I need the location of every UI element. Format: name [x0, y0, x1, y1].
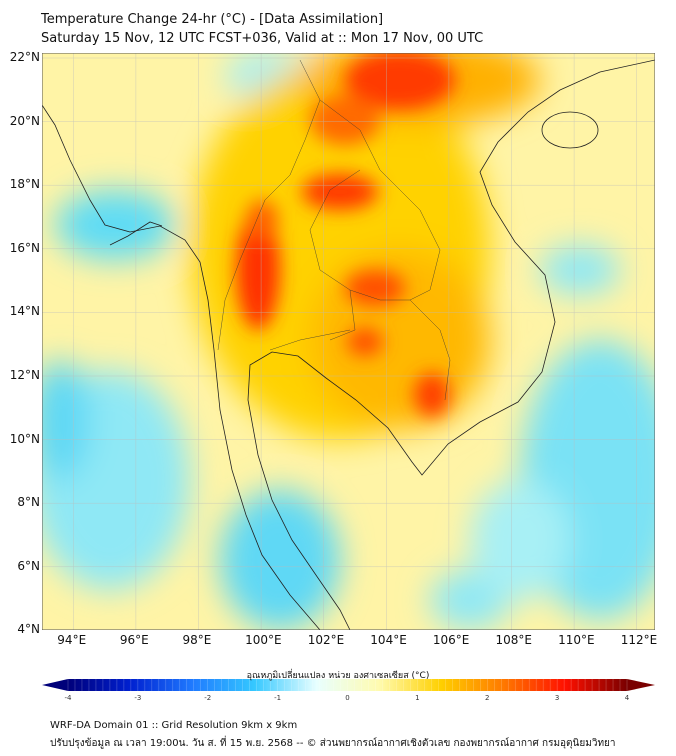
longitude-label: 104°E: [370, 633, 407, 647]
colorbar-tick-label: 0: [345, 694, 350, 702]
colorbar: [42, 679, 655, 691]
borders: [217, 59, 451, 401]
colorbar-gradient: [68, 679, 627, 691]
longitude-label: 96°E: [119, 633, 149, 647]
latitude-label: 16°N: [9, 240, 40, 255]
longitude-label: 98°E: [182, 633, 212, 647]
longitude-label: 94°E: [57, 633, 87, 647]
colorbar-label: อุณหภูมิเปลี่ยนแปลง หน่วย องศาเซลเซียส (…: [246, 671, 430, 681]
colorbar-tick-label: 2: [485, 694, 490, 702]
colorbar-max-extension: [627, 679, 655, 691]
longitude-label: 100°E: [245, 633, 282, 647]
footer-model-info: WRF-DA Domain 01 :: Grid Resolution 9km …: [50, 720, 298, 731]
latitude-label: 20°N: [9, 113, 40, 128]
latitude-label: 8°N: [17, 495, 40, 510]
latitude-label: 4°N: [17, 622, 40, 637]
longitude-label: 102°E: [307, 633, 345, 647]
colorbar-tick-label: 4: [624, 694, 630, 702]
latitude-label: 6°N: [17, 558, 40, 573]
longitude-label: 108°E: [495, 633, 533, 647]
colorbar-tick-label: -2: [204, 694, 212, 702]
map-subtitle: Saturday 15 Nov, 12 UTC FCST+036, Valid …: [41, 31, 484, 46]
colorbar-min-extension: [42, 679, 68, 691]
temperature-field: [42, 53, 655, 630]
colorbar-tick-label: -4: [64, 694, 72, 702]
colorbar-tick-label: 3: [554, 694, 560, 702]
longitude-label: 110°E: [558, 633, 595, 647]
latitude-label: 12°N: [9, 368, 40, 382]
longitude-label: 106°E: [432, 633, 470, 647]
map-title: Temperature Change 24-hr (°C) - [Data As…: [41, 12, 384, 27]
latitude-label: 10°N: [9, 431, 40, 446]
latitude-label: 14°N: [9, 304, 40, 319]
footer-update-info: ปรับปรุงข้อมูล ณ เวลา 19:00น. วัน ส. ที่…: [50, 738, 616, 749]
latitude-label: 18°N: [9, 177, 40, 192]
coastlines: [42, 59, 655, 630]
latitude-label: 22°N: [9, 50, 40, 64]
colorbar-tick-label: -3: [134, 694, 142, 702]
colorbar-tick-label: -1: [274, 694, 282, 702]
colorbar-tick-label: 1: [415, 694, 420, 702]
longitude-label: 112°E: [620, 633, 658, 647]
